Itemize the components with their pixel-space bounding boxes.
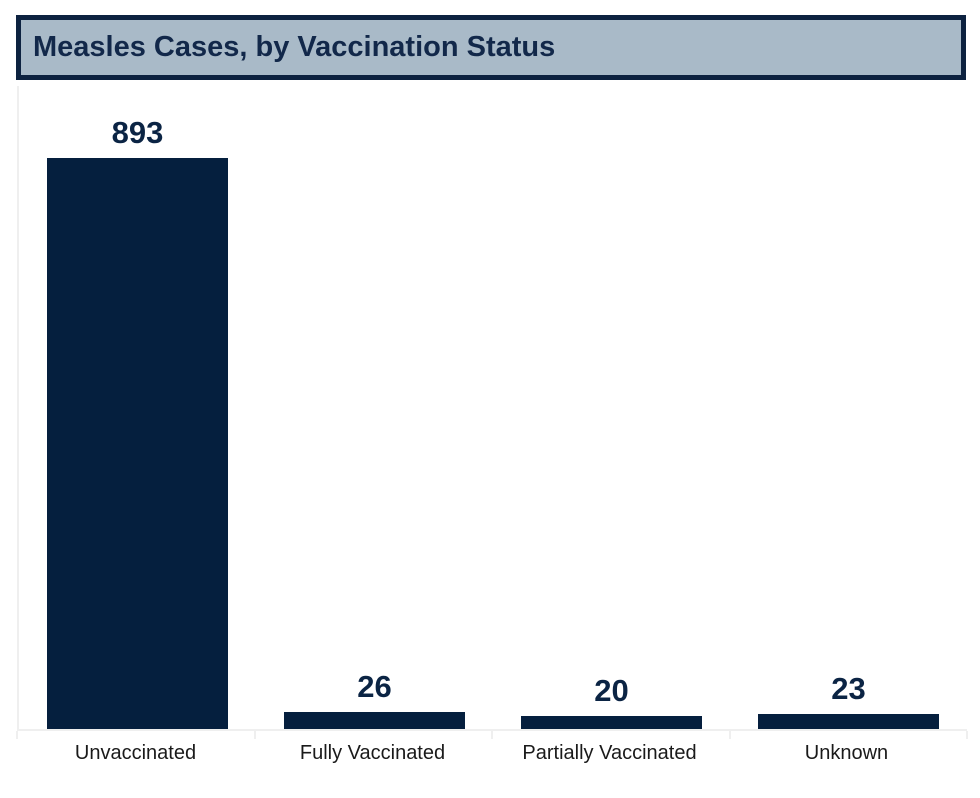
bar-unknown bbox=[758, 714, 939, 729]
category-label-partially-vaccinated: Partially Vaccinated bbox=[522, 742, 697, 764]
x-axis-ticks bbox=[16, 731, 968, 740]
x-axis-category-labels: Unvaccinated Fully Vaccinated Partially Va… bbox=[17, 740, 965, 766]
axis-tick bbox=[966, 731, 968, 739]
category-label-unknown: Unknown bbox=[804, 742, 889, 764]
bar-value-label: 20 bbox=[594, 672, 629, 708]
plot-area: 893 26 20 23 bbox=[17, 86, 967, 731]
axis-tick bbox=[16, 731, 18, 739]
chart-title: Measles Cases, by Vaccination Status bbox=[33, 31, 556, 63]
axis-tick bbox=[491, 731, 493, 739]
chart-title-bar: Measles Cases, by Vaccination Status bbox=[16, 15, 966, 80]
bar-column-partially-vaccinated: 20 bbox=[493, 86, 730, 729]
category-label-unvaccinated: Unvaccinated bbox=[74, 742, 197, 764]
category-label-fully-vaccinated: Fully Vaccinated bbox=[299, 742, 446, 764]
bar-column-unvaccinated: 893 bbox=[19, 86, 256, 729]
bar-unvaccinated bbox=[47, 158, 228, 729]
bar-value-label: 23 bbox=[831, 670, 866, 706]
bar-partially-vaccinated bbox=[521, 716, 702, 729]
axis-tick bbox=[728, 731, 731, 739]
bar-column-unknown: 23 bbox=[730, 86, 967, 729]
axis-tick bbox=[253, 731, 256, 739]
bar-value-label: 26 bbox=[357, 668, 392, 704]
bar-column-fully-vaccinated: 26 bbox=[256, 86, 493, 729]
bar-value-label: 893 bbox=[111, 114, 164, 150]
bar-fully-vaccinated bbox=[284, 712, 465, 729]
